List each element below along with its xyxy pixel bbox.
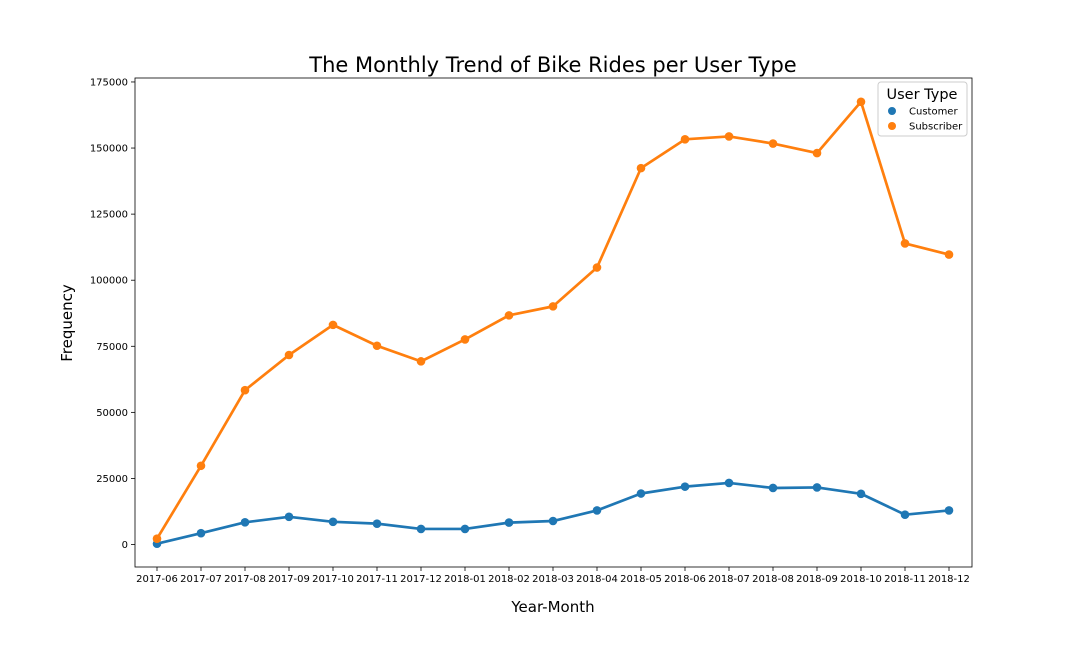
legend-marker-customer xyxy=(888,107,896,115)
x-tick-label: 2018-10 xyxy=(840,574,882,585)
data-point-customer xyxy=(548,516,558,526)
data-point-customer xyxy=(636,489,646,498)
plot-frame xyxy=(134,77,973,568)
legend-title: User Type xyxy=(887,87,958,103)
data-point-customer xyxy=(504,518,514,527)
x-tick-label: 2018-12 xyxy=(928,574,970,585)
data-point-customer xyxy=(416,524,426,534)
y-tick-label: 175000 xyxy=(90,77,128,88)
data-point-subscriber xyxy=(504,311,514,320)
x-tick-label: 2017-06 xyxy=(136,574,178,585)
series-layer xyxy=(152,97,954,549)
x-tick-label: 2017-08 xyxy=(224,574,266,585)
data-point-subscriber xyxy=(636,163,646,173)
data-point-subscriber xyxy=(284,350,294,360)
data-point-customer xyxy=(812,483,822,492)
y-tick-label: 125000 xyxy=(90,210,128,221)
data-point-subscriber xyxy=(460,335,470,344)
legend-items: Customer Subscriber xyxy=(888,107,963,133)
data-point-customer xyxy=(372,519,382,528)
x-tick-label: 2018-05 xyxy=(620,574,662,585)
data-point-subscriber xyxy=(900,239,910,248)
data-point-subscriber xyxy=(812,148,822,158)
data-point-subscriber xyxy=(328,320,338,330)
data-point-customer xyxy=(680,482,690,491)
legend-label-customer: Customer xyxy=(909,107,958,118)
data-point-customer xyxy=(328,517,338,527)
x-tick-label: 2017-07 xyxy=(180,574,222,585)
data-point-customer xyxy=(856,489,866,499)
data-point-subscriber xyxy=(944,250,954,259)
y-tick-label: 25000 xyxy=(96,474,128,485)
series-line-subscriber xyxy=(155,100,951,541)
data-point-customer xyxy=(460,524,470,534)
x-tick-label: 2017-12 xyxy=(400,574,442,585)
x-tick-label: 2018-02 xyxy=(488,574,530,585)
y-tick-label: 0 xyxy=(122,540,128,551)
data-point-customer xyxy=(944,506,954,515)
data-point-customer xyxy=(196,528,206,538)
x-tick-label: 2018-11 xyxy=(884,574,926,585)
legend-marker-subscriber xyxy=(888,122,896,130)
data-point-customer xyxy=(284,512,294,522)
plot-area xyxy=(134,77,973,568)
data-point-customer xyxy=(592,506,602,515)
data-point-customer xyxy=(900,510,910,519)
y-tick-label: 50000 xyxy=(96,408,128,419)
x-tick-label: 2017-09 xyxy=(268,574,310,585)
x-tick-label: 2018-03 xyxy=(532,574,574,585)
series-line-customer xyxy=(155,481,951,546)
legend: User Type Customer Subscriber xyxy=(877,81,968,137)
x-tick-label: 2017-11 xyxy=(356,574,398,585)
x-tick-label: 2018-08 xyxy=(752,574,794,585)
data-point-customer xyxy=(240,518,250,527)
data-point-customer xyxy=(768,483,778,493)
x-axis: 2017-06 2017-07 2017-08 2017-09 2017-10 2017-… xyxy=(136,567,970,585)
legend-box xyxy=(877,81,968,137)
x-tick-label: 2018-04 xyxy=(576,574,618,585)
y-tick-label: 75000 xyxy=(96,342,128,353)
data-point-subscriber xyxy=(416,357,426,366)
data-point-subscriber xyxy=(196,461,206,471)
data-point-subscriber xyxy=(152,534,162,544)
x-axis-title: Year-Month xyxy=(510,598,594,616)
x-tick-label: 2018-09 xyxy=(796,574,838,585)
series-customer xyxy=(152,478,954,549)
y-axis: 0 25000 50000 75000 100000 125000 150000 175000 xyxy=(90,77,135,551)
x-tick-label: 2017-10 xyxy=(312,574,354,585)
x-tick-label: 2018-07 xyxy=(708,574,750,585)
y-tick-label: 150000 xyxy=(90,144,128,155)
data-point-customer xyxy=(724,478,734,488)
data-point-subscriber xyxy=(724,132,734,141)
data-point-subscriber xyxy=(768,139,778,148)
data-point-subscriber xyxy=(372,341,382,351)
series-subscriber xyxy=(152,97,954,544)
chart-title: The Monthly Trend of Bike Rides per User… xyxy=(308,53,796,77)
x-tick-label: 2018-06 xyxy=(664,574,706,585)
x-tick-label: 2018-01 xyxy=(444,574,486,585)
data-point-subscriber xyxy=(240,385,250,395)
data-point-subscriber xyxy=(680,135,690,144)
y-axis-title: Frequency xyxy=(58,284,76,362)
data-point-subscriber xyxy=(592,263,602,272)
y-tick-label: 100000 xyxy=(90,276,128,287)
data-point-subscriber xyxy=(856,97,866,107)
legend-label-subscriber: Subscriber xyxy=(909,122,963,133)
data-point-subscriber xyxy=(548,302,558,311)
